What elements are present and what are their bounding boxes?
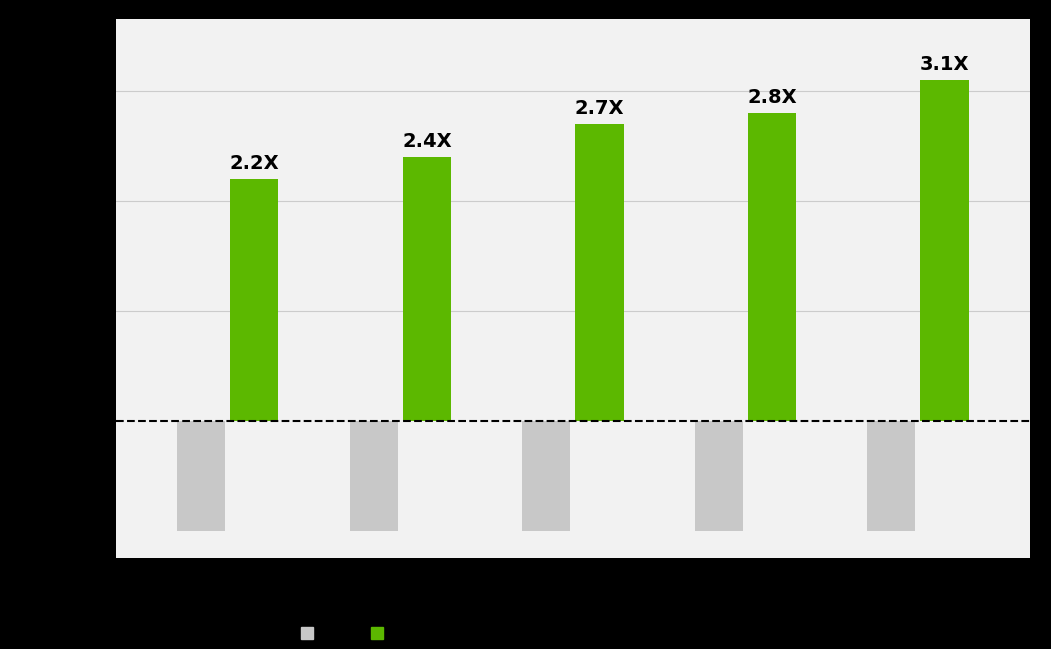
Bar	[177, 421, 225, 531]
Bar	[350, 421, 398, 531]
Text: 2.2X: 2.2X	[229, 154, 280, 173]
Text: 2.8X: 2.8X	[747, 88, 797, 108]
Bar	[921, 80, 969, 421]
Bar	[230, 179, 279, 421]
Text: 3.1X: 3.1X	[920, 55, 969, 75]
Bar	[867, 421, 915, 531]
Bar	[747, 113, 796, 421]
Bar	[522, 421, 571, 531]
Legend: , : ,	[294, 620, 394, 648]
Text: 2.7X: 2.7X	[575, 99, 624, 118]
Text: 2.4X: 2.4X	[403, 132, 452, 151]
Bar	[575, 124, 623, 421]
Bar	[403, 157, 451, 421]
Bar	[695, 421, 743, 531]
